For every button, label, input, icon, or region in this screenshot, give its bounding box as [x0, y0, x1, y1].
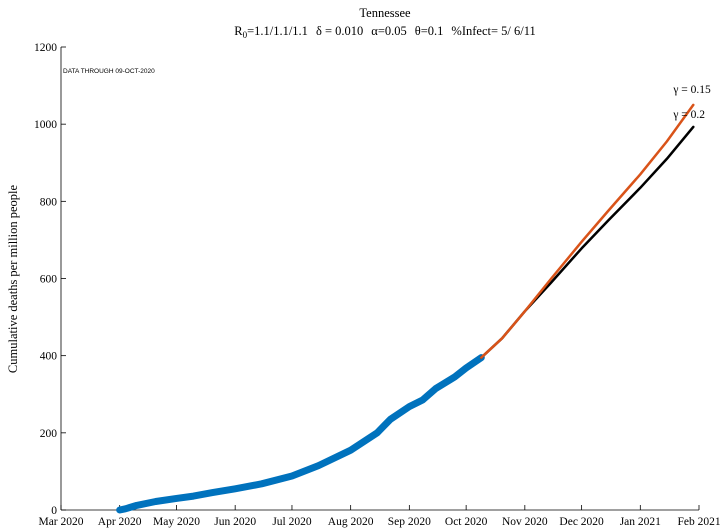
chart-subtitle: R0=1.1/1.1/1.1 δ = 0.010 α=0.05 θ=0.1 %Infec…: [234, 24, 536, 40]
subtitle-alpha: α=0.05: [371, 24, 406, 38]
x-tick-label: Feb 2021: [677, 516, 720, 528]
subtitle-infect: %Infect= 5/ 6/11: [451, 24, 535, 38]
x-tick-label: Jan 2021: [620, 516, 661, 528]
axes: 0 200 400 600 800 1000 1200 Mar 2020 Apr 2020 May…: [34, 42, 721, 528]
x-tick-label: Aug 2020: [328, 516, 374, 528]
y-tick-label: 400: [40, 351, 58, 363]
y-axis-label: Cumulative deaths per million people: [6, 184, 20, 373]
x-tick-label: Jul 2020: [272, 516, 312, 528]
subtitle-delta: δ = 0.010: [316, 24, 363, 38]
chart-title: Tennessee: [359, 6, 411, 20]
series-group: [116, 103, 695, 514]
series-line-0: [116, 354, 485, 514]
x-tick-label: Jun 2020: [214, 516, 256, 528]
x-tick-label: Nov 2020: [502, 516, 548, 528]
subtitle-r0-sub: 0: [243, 30, 248, 40]
subtitle-r0-value: =1.1/1.1/1.1: [247, 24, 308, 38]
y-tick-label: 1000: [34, 119, 57, 131]
series-line-2: [480, 103, 695, 359]
y-tick-label: 200: [40, 428, 58, 440]
x-tick-label: May 2020: [153, 516, 200, 528]
subtitle-r0-prefix: R: [234, 24, 243, 38]
x-tick-label: Oct 2020: [445, 516, 488, 528]
y-tick-label: 600: [40, 274, 58, 286]
data-through-annotation: DATA THROUGH 09-OCT-2020: [63, 68, 155, 75]
x-tick-label: Apr 2020: [98, 516, 142, 528]
series-line-1: [480, 125, 695, 359]
x-tick-label: Mar 2020: [38, 516, 83, 528]
y-tick-label: 0: [51, 505, 57, 517]
y-tick-label: 1200: [34, 42, 57, 54]
text-group: Tennessee R0=1.1/1.1/1.1 δ = 0.010 α=0.05 θ…: [6, 6, 711, 373]
x-tick-label: Sep 2020: [388, 516, 431, 528]
gamma-label-0: γ = 0.15: [672, 84, 711, 96]
gamma-label-1: γ = 0.2: [672, 109, 705, 121]
subtitle-theta: θ=0.1: [415, 24, 444, 38]
x-tick-label: Dec 2020: [559, 516, 604, 528]
y-tick-label: 800: [40, 196, 58, 208]
